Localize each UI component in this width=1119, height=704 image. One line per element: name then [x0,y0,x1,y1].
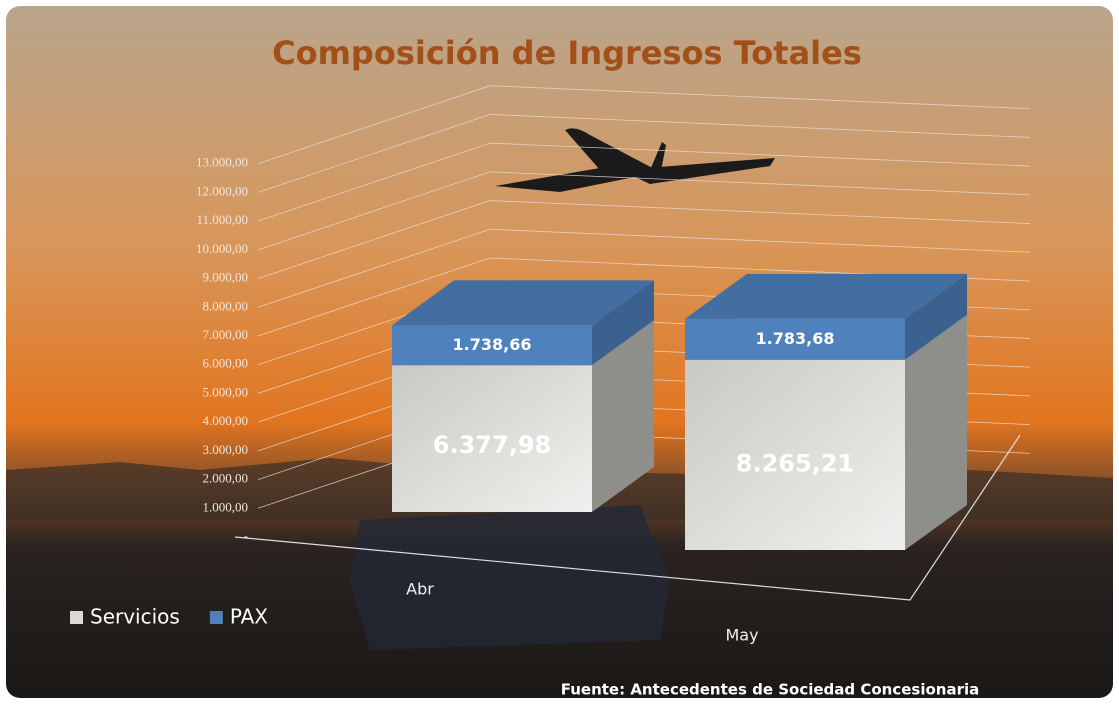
data-label: 6.377,98 [433,431,551,459]
x-tick-label: Abr [406,580,434,599]
y-tick-label: 5.000,00 [203,384,249,399]
y-tick-label: 3.000,00 [203,442,249,457]
data-label: 1.738,66 [453,335,532,354]
y-tick-label: 13.000,00 [196,155,248,170]
source-note: Fuente: Antecedentes de Sociedad Concesi… [561,681,980,699]
data-label: 1.783,68 [756,329,835,348]
y-tick-label: 2.000,00 [203,471,249,486]
legend-label: PAX [230,605,268,629]
y-tick-label: 10.000,00 [196,241,248,256]
legend-swatch [70,611,83,624]
page: {"chart_data": {"type": "bar3d-stacked",… [0,0,1119,704]
y-tick-label: 8.000,00 [203,298,249,313]
y-tick-label: 6.000,00 [203,356,249,371]
x-tick-label: May [725,626,758,645]
car [350,505,670,650]
data-label: 8.265,21 [736,449,854,477]
y-tick-label: - [244,528,248,543]
y-tick-label: 7.000,00 [203,327,249,342]
y-tick-label: 9.000,00 [203,270,249,285]
y-tick-label: 1.000,00 [203,499,249,514]
y-tick-label: 4.000,00 [203,413,249,428]
chart: Composición de Ingresos Totales Fuente: … [0,0,1119,704]
legend: Servicios PAX [70,605,268,629]
legend-swatch [210,611,223,624]
y-tick-label: 12.000,00 [196,183,248,198]
y-tick-label: 11.000,00 [196,212,248,227]
legend-label: Servicios [90,605,180,629]
chart-title: Composición de Ingresos Totales [272,34,862,72]
